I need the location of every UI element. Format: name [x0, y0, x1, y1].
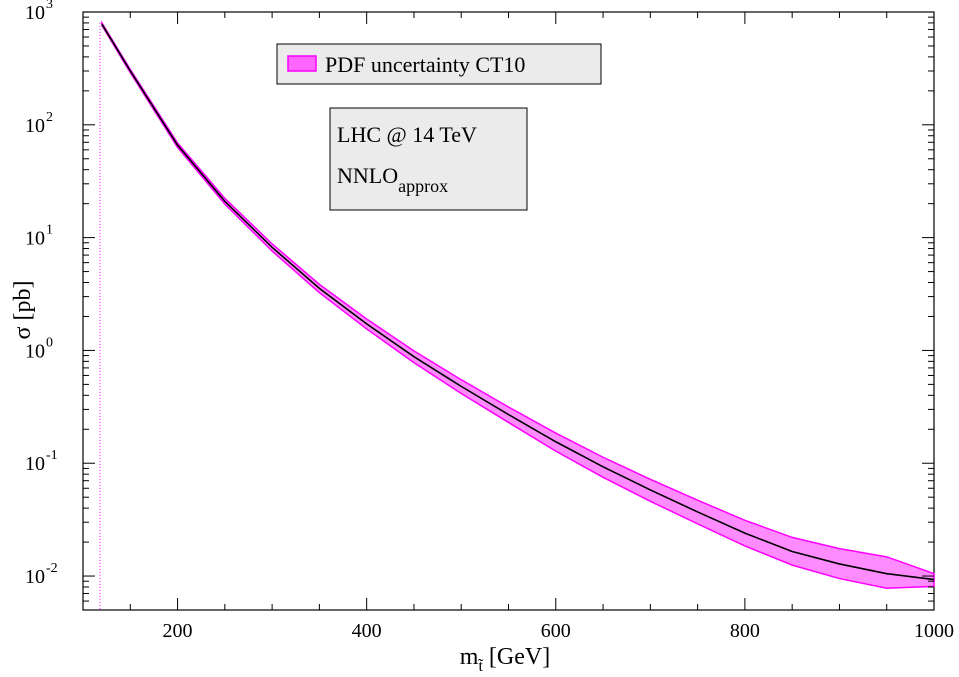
pdf-uncertainty-band [101, 20, 935, 589]
y-tick-label-exponent: -2 [46, 561, 58, 576]
annotation-collider: LHC @ 14 TeV [337, 122, 477, 147]
x-tick-label: 800 [730, 620, 760, 642]
annotation-order: NNLOapprox [337, 163, 448, 196]
x-tick-label: 1000 [914, 620, 954, 642]
legend-label: PDF uncertainty CT10 [325, 52, 525, 77]
annotation-box: LHC @ 14 TeV NNLOapprox [329, 107, 528, 211]
x-axis-title: mt̃ [GeV] [460, 644, 550, 675]
y-tick-label-exponent: 0 [46, 335, 53, 350]
y-tick-label: 10 [25, 453, 45, 475]
plot-frame [82, 11, 935, 611]
x-axis-ticks: 200 400 600 800 1000 [82, 12, 954, 642]
y-tick-label: 10 [25, 340, 45, 362]
central-value-line [101, 23, 935, 581]
legend-box [276, 43, 602, 85]
y-tick-label: 10 [25, 115, 45, 137]
y-tick-label: 10 [25, 566, 45, 588]
uncertainty-band-layer [101, 20, 935, 589]
y-tick-label: 10 [25, 228, 45, 250]
y-tick-label-exponent: -1 [46, 448, 58, 463]
y-tick-label-exponent: 3 [46, 0, 53, 12]
x-axis-title-subscript: t̃ [478, 658, 484, 675]
legend-swatch [287, 55, 317, 72]
central-line-layer [101, 23, 935, 581]
plot-area [82, 11, 935, 611]
y-tick-label-exponent: 2 [46, 110, 53, 125]
x-tick-label: 200 [163, 620, 193, 642]
legend: PDF uncertainty CT10 [276, 43, 602, 85]
x-tick-label: 400 [352, 620, 382, 642]
y-axis-title: σ [pb] [10, 281, 36, 340]
y-tick-label-exponent: 1 [46, 223, 53, 238]
x-tick-label: 600 [541, 620, 571, 642]
y-tick-label: 10 [25, 2, 45, 24]
annotation-frame [329, 107, 528, 211]
